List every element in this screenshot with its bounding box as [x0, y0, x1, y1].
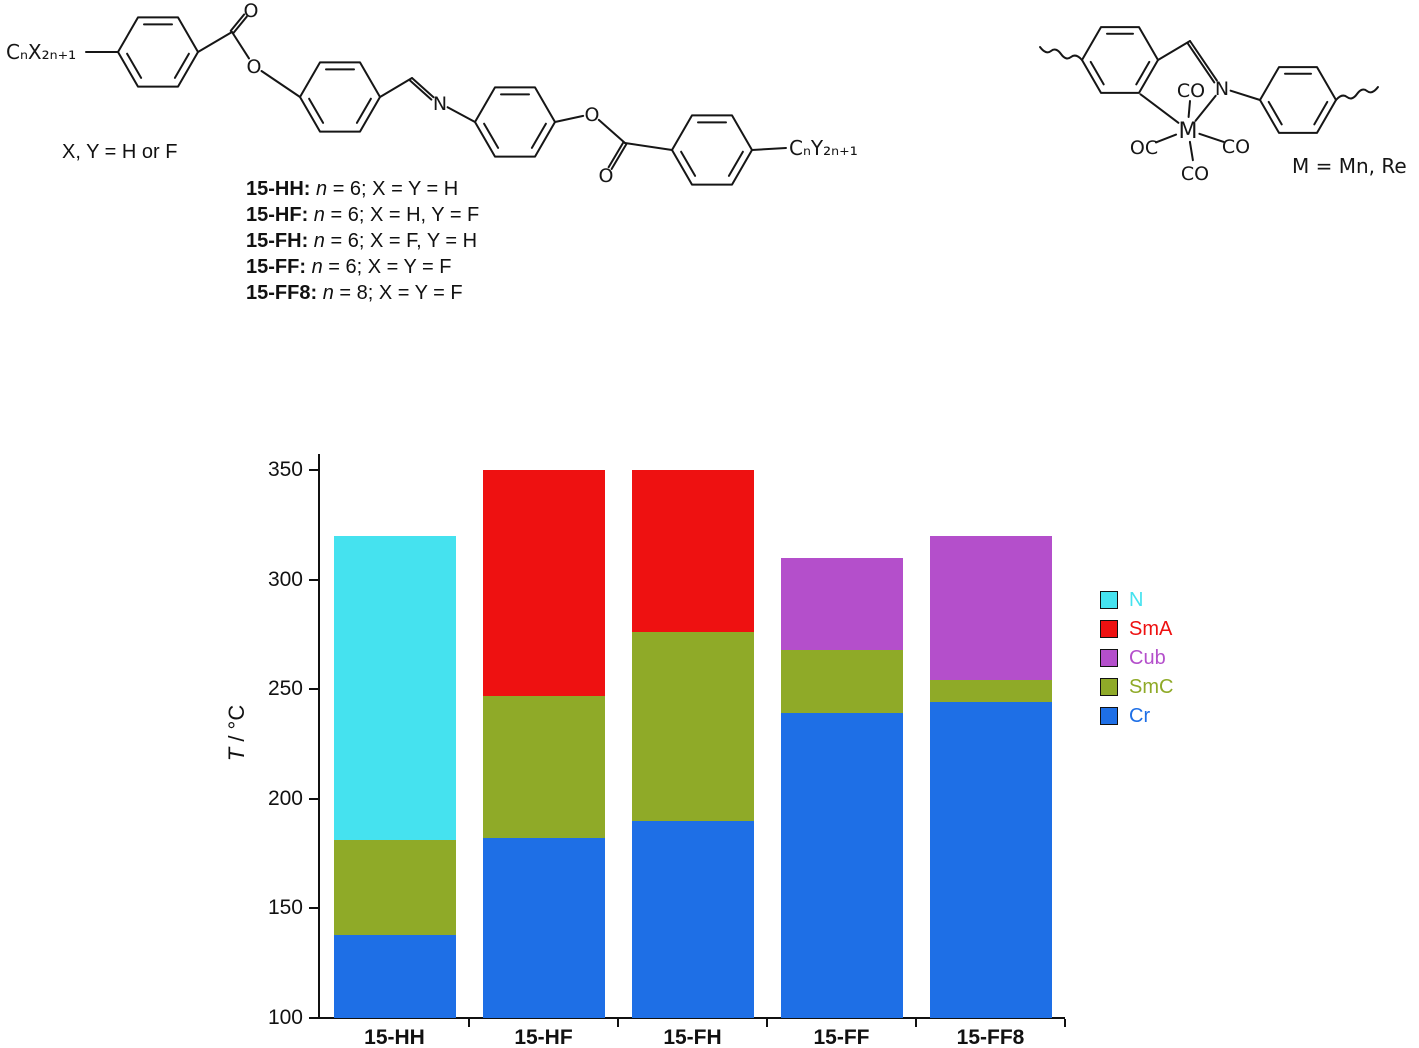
y-tick-label: 200	[267, 786, 303, 810]
x-tick	[617, 1019, 619, 1027]
ester-oxygen-1-label: O	[247, 56, 262, 78]
x-category-label: 15-FH	[663, 1026, 722, 1048]
legend-label: Cr	[1129, 705, 1151, 727]
y-tick	[309, 797, 318, 800]
carbonyl-right-label: CO	[1222, 136, 1250, 158]
legend-swatch	[1100, 620, 1118, 638]
metal-complex-scheme: N M CO OC CO CO M = Mn, Re	[1039, 26, 1407, 185]
y-tick-label: 100	[267, 1006, 303, 1029]
compound-entry: 15-HH: n = 6; X = Y = H	[246, 178, 459, 200]
metal-note: M = Mn, Re	[1292, 154, 1407, 178]
carbonyl-bottom-label: CO	[1181, 163, 1209, 185]
bar-segment-15-HF-SmC	[482, 695, 605, 839]
alkyl-chain-right-label: CₙY₂ₙ₊₁	[789, 136, 858, 160]
x-tick	[468, 1019, 470, 1027]
y-tick	[309, 1017, 318, 1019]
bar-segment-15-FH-Cr	[631, 820, 754, 1018]
bar-segment-15-FF-Cr	[780, 713, 903, 1018]
wavy-bond	[1039, 46, 1083, 61]
bar-segment-15-FF8-SmC	[929, 680, 1052, 703]
y-tick-label: 150	[267, 896, 303, 920]
bar-segment-15-HH-Cr	[333, 934, 456, 1018]
bar-segment-15-FH-SmC	[631, 632, 754, 821]
compound-entry: 15-HF: n = 6; X = H, Y = F	[246, 204, 480, 226]
y-axis-title-symbol: T	[224, 747, 249, 762]
carbonyl-oxygen-1-label: O	[244, 0, 259, 22]
bar-segment-15-HH-N	[333, 535, 456, 841]
x-axis	[318, 1017, 1065, 1019]
metal-center-label: M	[1179, 119, 1198, 144]
legend-item-Cub: Cub	[1100, 648, 1173, 668]
bar-segment-15-HF-Cr	[482, 838, 605, 1018]
legend-label: N	[1129, 589, 1144, 611]
y-tick	[309, 469, 318, 471]
y-tick	[309, 578, 318, 581]
wavy-bond	[1335, 86, 1379, 101]
chart-legend: N SmA Cub SmC Cr	[1100, 590, 1173, 735]
legend-item-Cr: Cr	[1100, 706, 1173, 726]
y-tick-label: 350	[267, 458, 303, 481]
y-axis-title-unit: / °C	[224, 704, 249, 748]
ester-oxygen-2-label: O	[585, 104, 600, 126]
x-tick	[915, 1019, 917, 1027]
y-tick-label: 300	[267, 567, 303, 591]
bar-segment-15-FF-SmC	[780, 649, 903, 714]
bar-segment-15-FF8-Cub	[929, 535, 1052, 681]
legend-label: SmA	[1129, 618, 1173, 640]
bar-segment-15-FF-Cub	[780, 557, 903, 650]
y-tick-label: 250	[267, 677, 303, 701]
compound-entry: 15-FH: n = 6; X = F, Y = H	[246, 230, 478, 252]
alkyl-chain-left-label: CₙX₂ₙ₊₁	[6, 40, 76, 64]
carbonyl-oxygen-2-label: O	[599, 165, 614, 187]
bar-segment-15-HF-SmA	[482, 470, 605, 696]
x-tick	[766, 1019, 768, 1027]
carbonyl-top-label: CO	[1177, 80, 1205, 102]
bond-lines	[85, 13, 787, 170]
imine-nitrogen-label: N	[433, 93, 447, 115]
y-tick	[309, 907, 318, 910]
complex-nitrogen-label: N	[1215, 78, 1229, 100]
bar-segment-15-FF8-Cr	[929, 702, 1052, 1018]
compound-list: 15-HH: n = 6; X = Y = H 15-HF: n = 6; X =…	[246, 176, 479, 306]
compound-entry: 15-FF8: n = 8; X = Y = F	[246, 282, 463, 304]
legend-label: Cub	[1129, 647, 1166, 669]
legend-swatch	[1100, 707, 1118, 725]
x-category-label: 15-HH	[364, 1026, 425, 1048]
x-category-label: 15-FF8	[956, 1026, 1025, 1048]
bond-lines	[1039, 40, 1379, 162]
legend-swatch	[1100, 649, 1118, 667]
y-tick	[309, 688, 318, 691]
legend-swatch	[1100, 591, 1118, 609]
carbonyl-left-label: OC	[1130, 137, 1158, 159]
compound-entry: 15-FF: n = 6; X = Y = F	[246, 256, 452, 278]
x-tick	[1064, 1019, 1066, 1027]
legend-item-N: N	[1100, 590, 1173, 610]
ligand-structure-scheme: CₙX₂ₙ₊₁ O O N O O CₙY₂ₙ₊₁	[6, 0, 858, 187]
legend-swatch	[1100, 678, 1118, 696]
x-category-label: 15-FF	[813, 1026, 870, 1048]
bar-segment-15-HH-SmC	[333, 840, 456, 935]
x-category-label: 15-HF	[514, 1026, 573, 1048]
legend-item-SmC: SmC	[1100, 677, 1173, 697]
legend-item-SmA: SmA	[1100, 619, 1173, 639]
bar-segment-15-FH-SmA	[631, 470, 754, 633]
y-axis	[318, 454, 320, 1019]
legend-label: SmC	[1129, 676, 1174, 698]
substituent-note: X, Y = H or F	[62, 141, 178, 163]
